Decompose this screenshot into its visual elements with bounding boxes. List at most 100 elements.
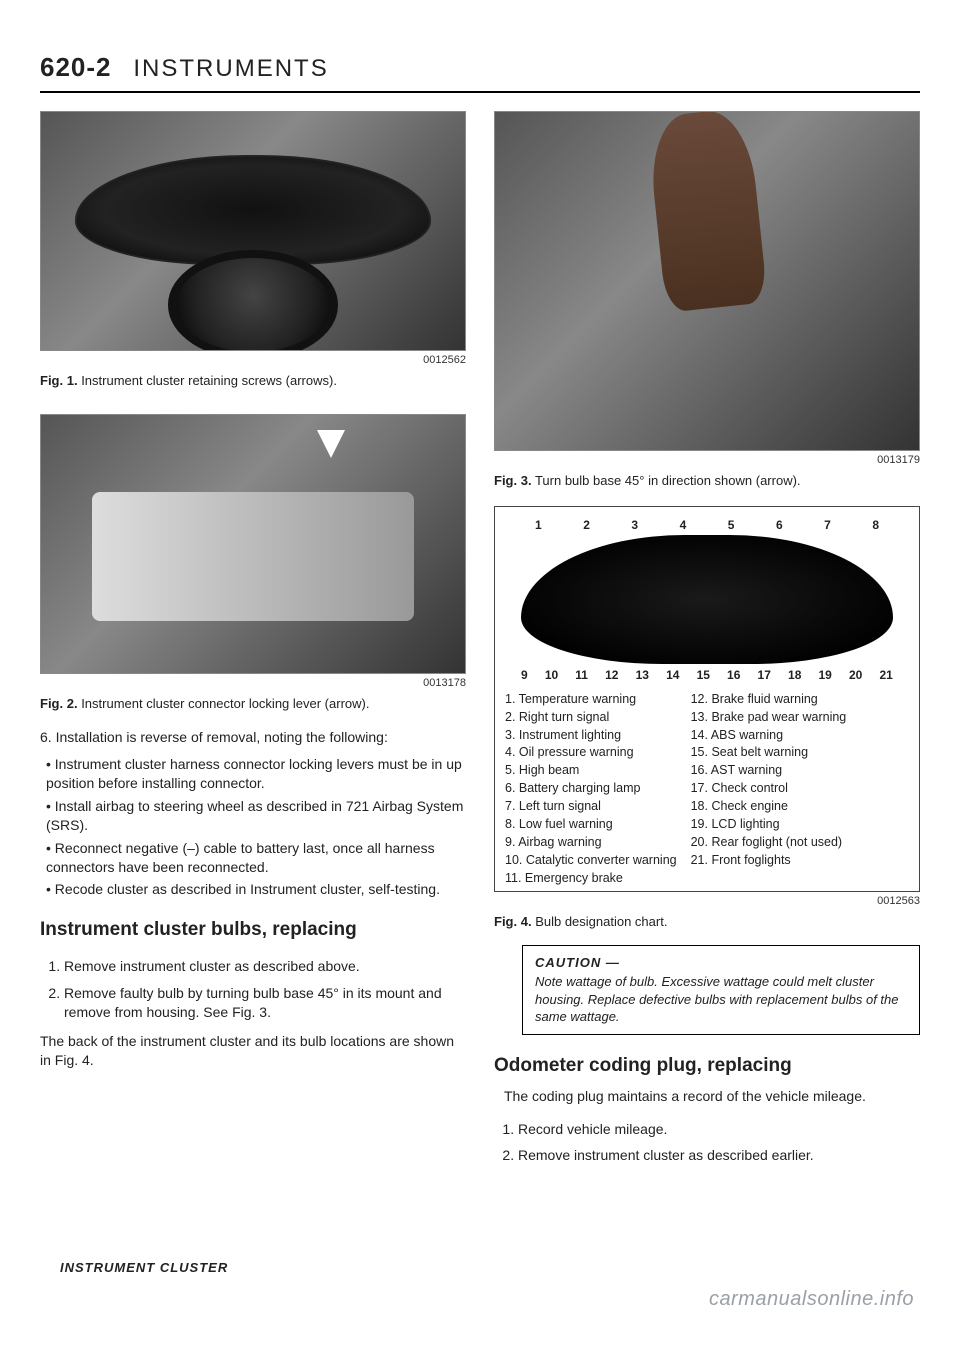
bulb-legend: 1. Temperature warning 2. Right turn sig… [505,691,909,888]
fig3-label: Fig. 3. [494,473,532,488]
bulb-legend-item: 11. Emergency brake [505,870,677,887]
bulb-legend-item: 7. Left turn signal [505,798,677,815]
bulb-legend-item: 17. Check control [691,780,847,797]
bulb-num: 1 [535,517,542,533]
bulb-legend-item: 12. Brake fluid warning [691,691,847,708]
step6-bullets: Instrument cluster harness connector loc… [46,755,466,899]
bulb-legend-item: 2. Right turn signal [505,709,677,726]
bulb-legend-item: 13. Brake pad wear warning [691,709,847,726]
bulb-num: 5 [728,517,735,533]
bulb-chart-box: 1 2 3 4 5 6 7 8 9 10 11 12 13 14 [494,506,920,893]
bulb-num: 18 [788,667,801,683]
hand-shape [646,111,768,313]
odo-step: Record vehicle mileage. [518,1120,920,1139]
bulb-num: 11 [575,667,588,683]
bulb-num: 2 [583,517,590,533]
right-column: 0013179 Fig. 3. Turn bulb base 45° in di… [494,111,920,1175]
bulb-legend-item: 10. Catalytic converter warning [505,852,677,869]
bulb-legend-item: 5. High beam [505,762,677,779]
caution-heading: CAUTION — [535,954,907,972]
bulb-legend-item: 18. Check engine [691,798,847,815]
footer-section-label: INSTRUMENT CLUSTER [60,1259,228,1277]
bulb-num: 10 [545,667,558,683]
bulb-num: 19 [819,667,832,683]
step6-bullet: Instrument cluster harness connector loc… [46,755,466,793]
bulb-num: 6 [776,517,783,533]
bulbs-step: Remove faulty bulb by turning bulb base … [64,984,466,1022]
step6-bullet: Recode cluster as described in Instrumen… [46,880,466,899]
page-header: 620-2 INSTRUMENTS [40,50,920,93]
fig2-photo [40,414,466,674]
fig1-caption-text: Instrument cluster retaining screws (arr… [81,373,337,388]
bulb-num: 21 [879,667,892,683]
step6-bullet: Install airbag to steering wheel as desc… [46,797,466,835]
bulb-chart-diagram: 1 2 3 4 5 6 7 8 9 10 11 12 13 14 [505,515,909,685]
fig4-caption: Fig. 4. Bulb designation chart. [494,913,920,931]
caution-box: CAUTION — Note wattage of bulb. Excessiv… [522,945,920,1035]
fig1-photo [40,111,466,351]
section-bulbs-title: Instrument cluster bulbs, replacing [40,917,466,943]
fig2-image-id: 0013178 [40,676,466,691]
page-title: INSTRUMENTS [133,55,328,82]
bulb-num: 7 [824,517,831,533]
fig3-caption: Fig. 3. Turn bulb base 45° in direction … [494,472,920,490]
fig3-photo [494,111,920,451]
bulb-legend-item: 14. ABS warning [691,727,847,744]
left-column: 0012562 Fig. 1. Instrument cluster retai… [40,111,466,1175]
bulb-legend-item: 21. Front foglights [691,852,847,869]
bulb-chart-bottom-numbers: 9 10 11 12 13 14 15 16 17 18 19 20 21 [505,667,909,683]
bulb-legend-item: 3. Instrument lighting [505,727,677,744]
odo-steps: Record vehicle mileage. Remove instrumen… [518,1120,920,1166]
bulb-legend-left: 1. Temperature warning 2. Right turn sig… [505,691,677,888]
bulb-num: 8 [872,517,879,533]
bulb-num: 4 [680,517,687,533]
caution-body: Note wattage of bulb. Excessive wattage … [535,973,907,1026]
fig3-caption-text: Turn bulb base 45° in direction shown (a… [535,473,801,488]
bulbs-trail: The back of the instrument cluster and i… [40,1032,466,1070]
steering-wheel-shape [168,250,338,351]
bulb-num: 20 [849,667,862,683]
bulb-legend-item: 4. Oil pressure warning [505,744,677,761]
bulb-num: 3 [631,517,638,533]
bulbs-steps: Remove instrument cluster as described a… [64,957,466,1022]
fig2-label: Fig. 2. [40,696,78,711]
bulb-num: 15 [697,667,710,683]
bulb-legend-item: 8. Low fuel warning [505,816,677,833]
bulb-chart-top-numbers: 1 2 3 4 5 6 7 8 [505,517,909,533]
connector-shape [92,492,414,621]
bulb-legend-item: 9. Airbag warning [505,834,677,851]
bulb-legend-item: 19. LCD lighting [691,816,847,833]
dashboard-shape [75,155,431,264]
bulb-legend-item: 15. Seat belt warning [691,744,847,761]
bulbs-step: Remove instrument cluster as described a… [64,957,466,976]
fig4-label: Fig. 4. [494,914,532,929]
page-number: 620-2 [40,52,112,82]
two-column-layout: 0012562 Fig. 1. Instrument cluster retai… [40,111,920,1175]
bulb-num: 13 [636,667,649,683]
fig1-caption: Fig. 1. Instrument cluster retaining scr… [40,372,466,390]
cluster-silhouette [521,535,893,664]
bulb-num: 9 [521,667,528,683]
bulb-legend-item: 20. Rear foglight (not used) [691,834,847,851]
watermark: carmanualsonline.info [709,1286,914,1313]
bulb-legend-right: 12. Brake fluid warning 13. Brake pad we… [691,691,847,888]
step6-bullet: Reconnect negative (–) cable to battery … [46,839,466,877]
fig2-caption: Fig. 2. Instrument cluster connector loc… [40,695,466,713]
bulb-num: 16 [727,667,740,683]
fig2-caption-text: Instrument cluster connector locking lev… [81,696,369,711]
fig4-image-id: 0012563 [494,894,920,909]
step6-intro: 6. Installation is reverse of removal, n… [40,728,466,747]
fig3-image-id: 0013179 [494,453,920,468]
fig1-label: Fig. 1. [40,373,78,388]
bulb-num: 12 [605,667,618,683]
odo-step: Remove instrument cluster as described e… [518,1146,920,1165]
odo-p1: The coding plug maintains a record of th… [504,1087,920,1106]
fig4-caption-text: Bulb designation chart. [535,914,667,929]
fig1-image-id: 0012562 [40,353,466,368]
bulb-legend-item: 6. Battery charging lamp [505,780,677,797]
section-odo-title: Odometer coding plug, replacing [494,1053,920,1079]
bulb-num: 17 [758,667,771,683]
arrow-down-icon [317,430,345,458]
bulb-num: 14 [666,667,679,683]
bulb-legend-item: 16. AST warning [691,762,847,779]
